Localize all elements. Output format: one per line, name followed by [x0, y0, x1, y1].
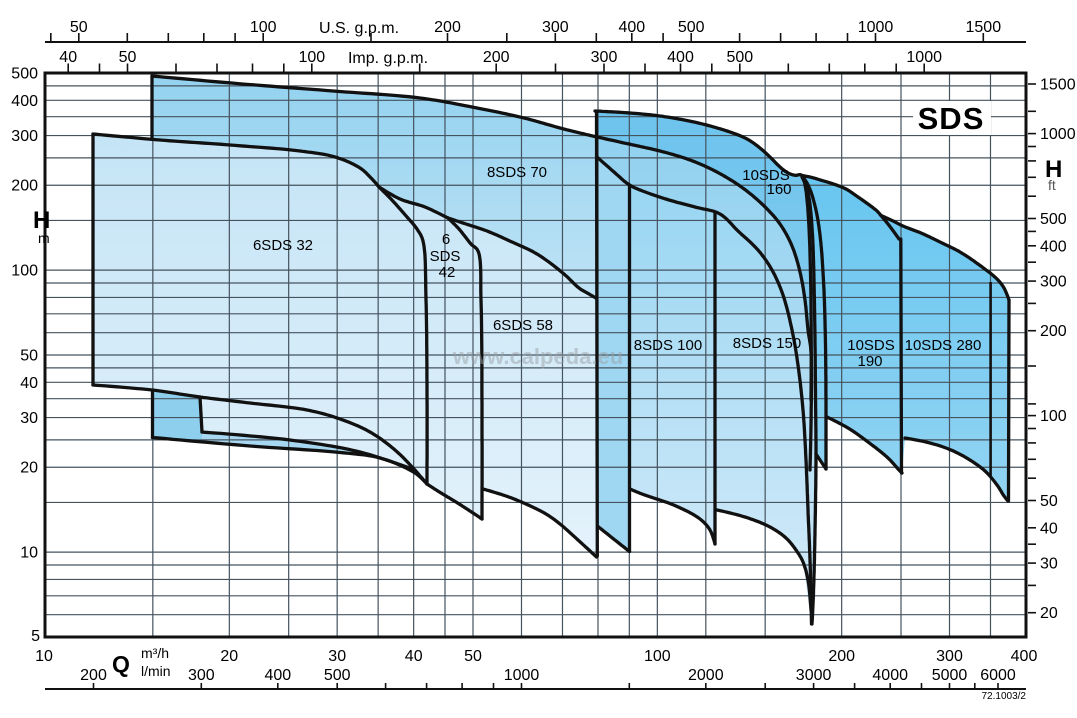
svg-text:50: 50 — [20, 348, 38, 365]
svg-text:300: 300 — [11, 128, 38, 145]
svg-text:10: 10 — [35, 648, 53, 665]
svg-text:SDS: SDS — [430, 248, 461, 265]
svg-text:400: 400 — [264, 667, 291, 684]
svg-text:1500: 1500 — [1040, 77, 1076, 94]
svg-text:H: H — [33, 207, 50, 234]
svg-text:100: 100 — [1040, 408, 1067, 425]
svg-text:30: 30 — [20, 410, 38, 427]
svg-text:500: 500 — [678, 19, 705, 36]
svg-text:6000: 6000 — [980, 667, 1016, 684]
svg-text:500: 500 — [11, 66, 38, 83]
svg-text:1500: 1500 — [966, 19, 1002, 36]
svg-text:10: 10 — [20, 545, 38, 562]
svg-text:50: 50 — [464, 648, 482, 665]
svg-text:40: 40 — [1040, 520, 1058, 537]
svg-text:1000: 1000 — [858, 19, 894, 36]
svg-text:50: 50 — [119, 49, 137, 66]
svg-text:400: 400 — [618, 19, 645, 36]
svg-text:200: 200 — [1040, 323, 1067, 340]
svg-text:6: 6 — [442, 231, 450, 248]
svg-text:2000: 2000 — [688, 667, 724, 684]
svg-text:300: 300 — [591, 49, 618, 66]
svg-text:8SDS 70: 8SDS 70 — [487, 164, 547, 181]
svg-text:5000: 5000 — [932, 667, 968, 684]
svg-text:3000: 3000 — [796, 667, 832, 684]
svg-text:300: 300 — [188, 667, 215, 684]
svg-text:ft: ft — [1048, 177, 1056, 193]
svg-text:H: H — [1045, 156, 1062, 183]
svg-text:6SDS 58: 6SDS 58 — [493, 317, 553, 334]
svg-text:100: 100 — [298, 49, 325, 66]
svg-text:4000: 4000 — [872, 667, 908, 684]
svg-text:10SDS: 10SDS — [742, 167, 790, 184]
svg-text:42: 42 — [439, 264, 456, 281]
svg-text:8SDS 150: 8SDS 150 — [733, 335, 801, 352]
svg-text:100: 100 — [250, 19, 277, 36]
svg-text:300: 300 — [936, 648, 963, 665]
svg-text:400: 400 — [1040, 238, 1067, 255]
svg-text:10SDS: 10SDS — [847, 337, 895, 354]
svg-text:6SDS 32: 6SDS 32 — [253, 237, 313, 254]
svg-text:m: m — [38, 230, 50, 246]
svg-text:50: 50 — [70, 19, 88, 36]
svg-text:400: 400 — [667, 49, 694, 66]
svg-text:30: 30 — [328, 648, 346, 665]
svg-text:U.S. g.p.m.: U.S. g.p.m. — [319, 20, 399, 37]
svg-text:20: 20 — [220, 648, 238, 665]
svg-text:20: 20 — [1040, 605, 1058, 622]
svg-text:l/min: l/min — [141, 663, 171, 679]
svg-text:40: 40 — [59, 49, 77, 66]
svg-text:10SDS 280: 10SDS 280 — [905, 337, 982, 354]
svg-text:200: 200 — [11, 178, 38, 195]
svg-text:Q: Q — [112, 651, 130, 677]
svg-text:1000: 1000 — [906, 49, 942, 66]
svg-text:200: 200 — [483, 49, 510, 66]
svg-text:www.calpeda.eu: www.calpeda.eu — [452, 344, 623, 369]
svg-text:200: 200 — [80, 667, 107, 684]
svg-text:500: 500 — [324, 667, 351, 684]
svg-text:300: 300 — [1040, 274, 1067, 291]
svg-text:5: 5 — [31, 628, 40, 645]
svg-text:50: 50 — [1040, 493, 1058, 510]
svg-text:40: 40 — [405, 648, 423, 665]
svg-text:100: 100 — [11, 263, 38, 280]
svg-text:300: 300 — [542, 19, 569, 36]
svg-text:30: 30 — [1040, 556, 1058, 573]
svg-text:100: 100 — [644, 648, 671, 665]
svg-text:72.1003/2: 72.1003/2 — [982, 691, 1027, 702]
svg-text:200: 200 — [828, 648, 855, 665]
svg-text:m³/h: m³/h — [141, 645, 169, 661]
svg-text:20: 20 — [20, 460, 38, 477]
svg-text:500: 500 — [726, 49, 753, 66]
svg-text:500: 500 — [1040, 211, 1067, 228]
svg-text:Imp. g.p.m.: Imp. g.p.m. — [348, 50, 428, 67]
svg-text:1000: 1000 — [1040, 126, 1076, 143]
svg-text:8SDS 100: 8SDS 100 — [634, 337, 702, 354]
svg-text:200: 200 — [434, 19, 461, 36]
svg-text:400: 400 — [1011, 648, 1038, 665]
svg-text:400: 400 — [11, 93, 38, 110]
svg-text:1000: 1000 — [504, 667, 540, 684]
svg-text:SDS: SDS — [918, 101, 985, 136]
svg-text:160: 160 — [766, 181, 791, 198]
svg-text:190: 190 — [857, 353, 882, 370]
svg-text:40: 40 — [20, 375, 38, 392]
